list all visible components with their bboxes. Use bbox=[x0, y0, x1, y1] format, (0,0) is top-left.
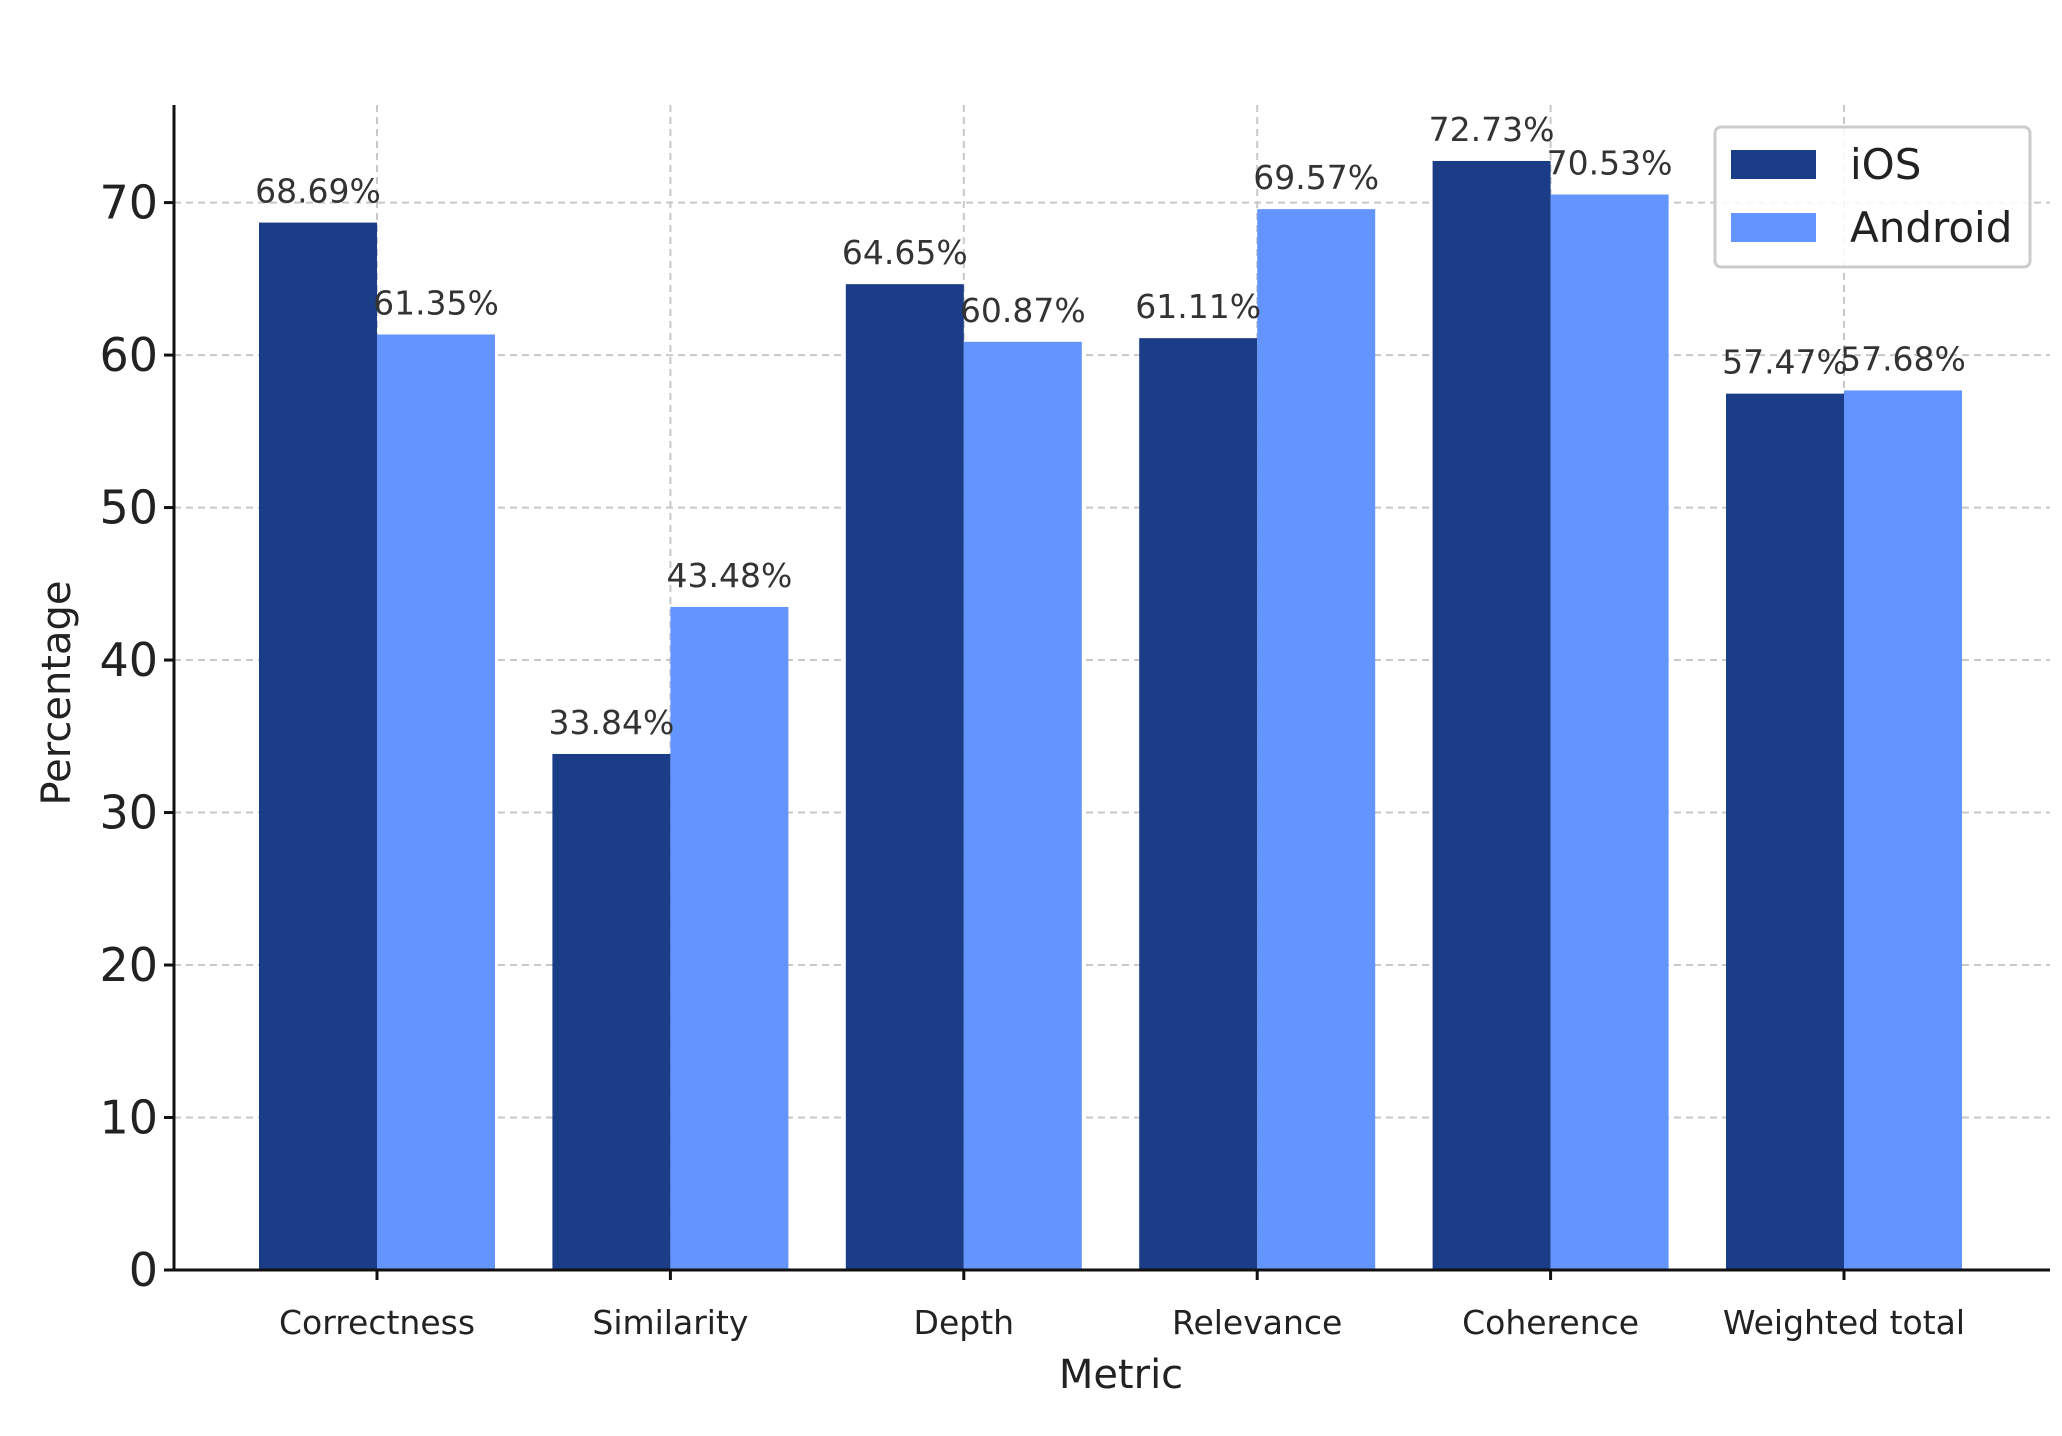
bar-ios bbox=[845, 284, 964, 1270]
y-tick-label: 70 bbox=[99, 176, 158, 230]
legend-swatch-android bbox=[1731, 213, 1816, 242]
x-category-label: Similarity bbox=[592, 1303, 748, 1342]
bar-android bbox=[963, 341, 1082, 1271]
x-axis-title: Metric bbox=[1059, 1352, 1183, 1398]
bar-android bbox=[1550, 194, 1669, 1271]
y-tick-label: 30 bbox=[99, 786, 158, 840]
data-label-ios: 57.47% bbox=[1722, 343, 1848, 382]
data-label-android: 70.53% bbox=[1547, 144, 1673, 183]
legend-swatch-ios bbox=[1731, 150, 1816, 179]
legend-label-ios: iOS bbox=[1850, 140, 1921, 189]
y-tick-label: 40 bbox=[99, 633, 158, 687]
bar-android bbox=[670, 606, 789, 1270]
bar-ios bbox=[259, 222, 377, 1271]
bar-ios bbox=[1432, 160, 1551, 1271]
y-tick-label: 20 bbox=[99, 938, 158, 992]
bar-android bbox=[1257, 209, 1376, 1270]
x-category-label: Depth bbox=[914, 1303, 1015, 1342]
data-label-ios: 61.11% bbox=[1135, 287, 1261, 326]
y-tick-label: 60 bbox=[99, 328, 158, 382]
data-label-ios: 68.69% bbox=[255, 172, 381, 211]
data-label-ios: 33.84% bbox=[548, 703, 674, 742]
data-label-ios: 64.65% bbox=[842, 233, 968, 272]
x-category-label: Relevance bbox=[1172, 1303, 1342, 1342]
legend-label-android: Android bbox=[1850, 203, 2012, 252]
x-category-label: Correctness bbox=[279, 1303, 475, 1342]
y-tick-label: 10 bbox=[99, 1091, 158, 1145]
data-labels: 68.69% 33.84% 64.65% 61.11% 72.73% 57.47% 61.3… bbox=[255, 110, 1966, 742]
y-axis-title: Percentage bbox=[34, 580, 80, 805]
data-label-android: 60.87% bbox=[960, 291, 1086, 330]
data-label-ios: 72.73% bbox=[1429, 110, 1555, 149]
bars bbox=[259, 160, 1962, 1271]
bar-ios bbox=[1726, 393, 1844, 1270]
bar-ios bbox=[1139, 338, 1258, 1271]
x-category-label: Coherence bbox=[1462, 1303, 1639, 1342]
data-label-android: 61.35% bbox=[373, 283, 499, 322]
data-label-android: 69.57% bbox=[1253, 158, 1379, 197]
tick-labels: 0 10 20 30 40 50 60 70 Correctness Similarity Dept… bbox=[99, 176, 1965, 1342]
bar-ios bbox=[552, 753, 671, 1270]
axes bbox=[172, 105, 2050, 1272]
bar-android bbox=[1844, 390, 1962, 1270]
legend: iOS Android bbox=[1713, 125, 2032, 269]
bar-android bbox=[377, 334, 495, 1270]
x-category-label: Weighted total bbox=[1723, 1303, 1965, 1342]
y-tick-label: 0 bbox=[129, 1243, 158, 1297]
data-label-android: 57.68% bbox=[1840, 339, 1966, 378]
data-label-android: 43.48% bbox=[666, 556, 792, 595]
y-tick-label: 50 bbox=[99, 481, 158, 535]
